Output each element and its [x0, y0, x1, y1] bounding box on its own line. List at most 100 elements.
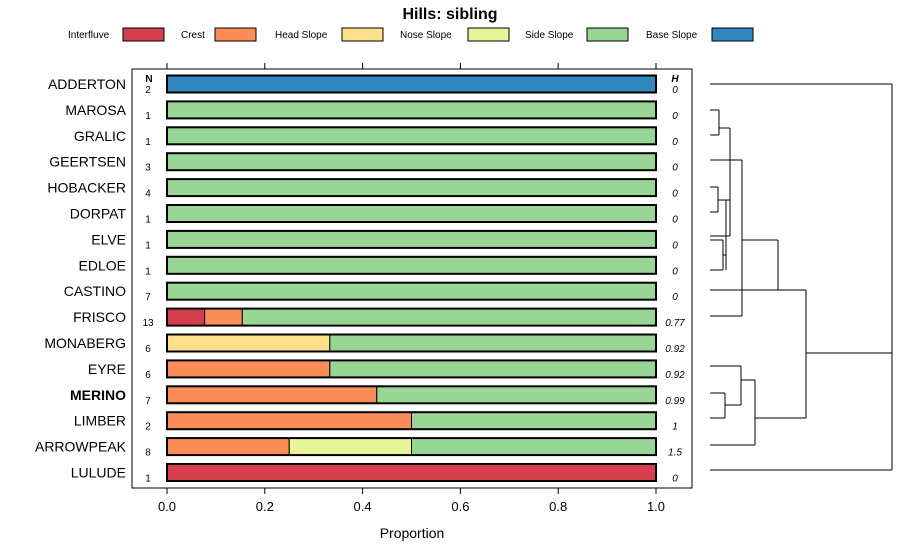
bar-outline [166, 100, 657, 120]
h-value: 0.92 [665, 370, 685, 381]
bar-outline [166, 437, 657, 457]
bar-segment [166, 100, 657, 119]
bar-outline [166, 307, 657, 327]
legend-swatch [467, 27, 510, 42]
bar-segment [166, 178, 657, 197]
x-tick-label: 0.0 [158, 499, 176, 514]
bar-outline [166, 255, 657, 275]
h-value: 0 [672, 163, 678, 174]
h-value: 0.77 [665, 318, 685, 329]
row-label: ARROWPEAK [35, 439, 127, 455]
bar-segment [329, 359, 657, 378]
h-value: 0 [672, 111, 678, 122]
h-value: 0 [672, 137, 678, 148]
legend-label: Nose Slope [400, 30, 452, 41]
row-label: LULUDE [71, 465, 126, 481]
n-value: 6 [145, 370, 151, 381]
x-tick-label: 1.0 [647, 499, 665, 514]
h-value: 0 [672, 240, 678, 251]
bar-outline [166, 385, 657, 405]
bar-outline [166, 178, 657, 198]
h-value: 0 [672, 215, 678, 226]
x-tick-label: 0.2 [256, 499, 274, 514]
bar-outline [166, 152, 657, 172]
n-value: 1 [145, 266, 151, 277]
h-column-header: H [671, 74, 679, 85]
chart-title: Hills: sibling [402, 6, 497, 23]
row-label: GEERTSEN [49, 154, 126, 170]
bar-segment [166, 256, 657, 275]
bar-segment [166, 437, 290, 456]
h-value: 0 [672, 474, 678, 485]
n-value: 1 [145, 137, 151, 148]
n-value: 13 [142, 318, 154, 329]
bar-outline [166, 281, 657, 301]
row-label: HOBACKER [47, 180, 126, 196]
n-column-header: N [145, 74, 152, 85]
row-label: FRISCO [73, 309, 126, 325]
bar-outline [166, 411, 657, 431]
n-value: 7 [145, 292, 151, 303]
h-value: 0 [672, 85, 678, 96]
x-tick-label: 0.6 [451, 499, 469, 514]
bar-segment [166, 152, 657, 171]
h-value: 1.5 [668, 448, 682, 459]
h-value: 1 [672, 422, 678, 433]
h-value: 0.92 [665, 344, 685, 355]
bar-segment [166, 385, 378, 404]
bar-segment [166, 230, 657, 249]
row-label: LIMBER [74, 413, 126, 429]
n-value: 6 [145, 344, 151, 355]
h-value: 0.99 [665, 396, 685, 407]
row-label: MAROSA [65, 102, 126, 118]
bar-segment [166, 359, 331, 378]
bar-segment [241, 308, 657, 327]
legend: Interfluve Crest Head Slope Nose Slope Side … [68, 27, 754, 42]
legend-swatch [214, 27, 257, 42]
n-value: 1 [145, 240, 151, 251]
bar-outline [166, 74, 657, 94]
row-label: MONABERG [44, 335, 126, 351]
bar-segment [166, 411, 412, 430]
x-axis: 0.0 0.2 0.4 0.6 0.8 1.0 [158, 488, 665, 514]
legend-label: Crest [181, 30, 205, 41]
bar-outline [166, 126, 657, 146]
bar-outline [166, 229, 657, 249]
n-value: 2 [145, 85, 151, 96]
legend-swatch [122, 27, 165, 42]
bar-rows: ADDERTON 2 0 MAROSA 1 0 GRALIC 1 0 GEERTSEN 3 0 HOBA… [35, 74, 685, 485]
row-label: CASTINO [64, 283, 126, 299]
x-tick-label: 0.8 [549, 499, 567, 514]
legend-swatch [711, 27, 754, 42]
dendrogram [710, 83, 893, 471]
bar-segment [166, 282, 657, 301]
legend-label: Side Slope [525, 30, 574, 41]
row-label: MERINO [70, 387, 126, 403]
legend-swatch [586, 27, 629, 42]
bar-outline [166, 333, 657, 353]
n-value: 4 [145, 189, 151, 200]
n-value: 2 [145, 422, 151, 433]
bar-segment [166, 463, 657, 482]
top-axis-ticks [166, 63, 657, 69]
plot-frame [131, 68, 693, 489]
bar-outline [166, 204, 657, 223]
row-label: ADDERTON [48, 76, 126, 92]
bar-segment [166, 334, 331, 352]
bar-segment [166, 75, 657, 93]
n-value: 1 [145, 111, 151, 122]
row-label: ELVE [91, 231, 126, 247]
row-label: EYRE [88, 361, 126, 377]
bar-segment [376, 385, 657, 404]
n-value: 8 [145, 448, 151, 459]
n-value: 1 [145, 474, 151, 485]
h-value: 0 [672, 292, 678, 303]
x-tick-label: 0.4 [354, 499, 372, 514]
bar-outline [166, 463, 657, 482]
bar-segment [411, 411, 657, 430]
row-label: EDLOE [79, 257, 126, 273]
x-axis-label: Proportion [380, 525, 445, 541]
bar-segment [166, 126, 657, 145]
bar-segment [329, 334, 657, 352]
